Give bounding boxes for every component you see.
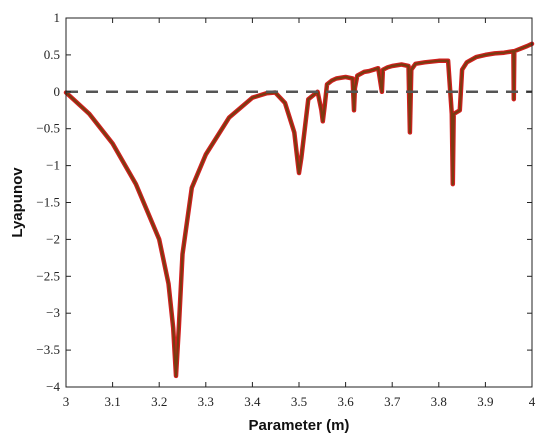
x-tick-label: 3.1	[104, 394, 120, 409]
y-axis-title: Lyapunov	[9, 167, 26, 238]
x-tick-label: 3.2	[151, 394, 167, 409]
x-axis-title: Parameter (m)	[249, 417, 350, 434]
y-tick-label: −4	[46, 379, 60, 394]
x-tick-label: 3.7	[384, 394, 401, 409]
y-tick-label: 0	[54, 84, 61, 99]
y-tick-label: −2	[46, 231, 60, 246]
y-tick-label: −2.5	[36, 268, 60, 283]
series-line-1	[63, 41, 535, 379]
y-tick-label: −3	[46, 305, 60, 320]
y-tick-label: −3.5	[36, 342, 60, 357]
y-tick-label: −1.5	[36, 195, 60, 210]
series-line-2	[64, 42, 534, 377]
x-tick-label: 3	[63, 394, 70, 409]
series-layer	[63, 41, 535, 379]
y-tick-label: −0.5	[36, 121, 60, 136]
y-tick-label: 0.5	[44, 47, 60, 62]
x-axis-ticks: 3 3.1 3.2 3.3 3.4 3.5 3.6 3.7 3.8 3.9 4	[63, 18, 536, 409]
x-tick-label: 4	[529, 394, 536, 409]
x-tick-label: 3.4	[244, 394, 261, 409]
y-tick-label: −1	[46, 158, 60, 173]
x-tick-label: 3.6	[337, 394, 354, 409]
x-tick-label: 3.5	[291, 394, 307, 409]
x-tick-label: 3.9	[477, 394, 493, 409]
y-axis-ticks: 1 0.5 0 −0.5 −1 −1.5 −2 −2.5 −3 −3.5 −4	[36, 10, 532, 394]
x-tick-label: 3.3	[198, 394, 214, 409]
y-tick-label: 1	[54, 10, 61, 25]
x-tick-label: 3.8	[431, 394, 447, 409]
